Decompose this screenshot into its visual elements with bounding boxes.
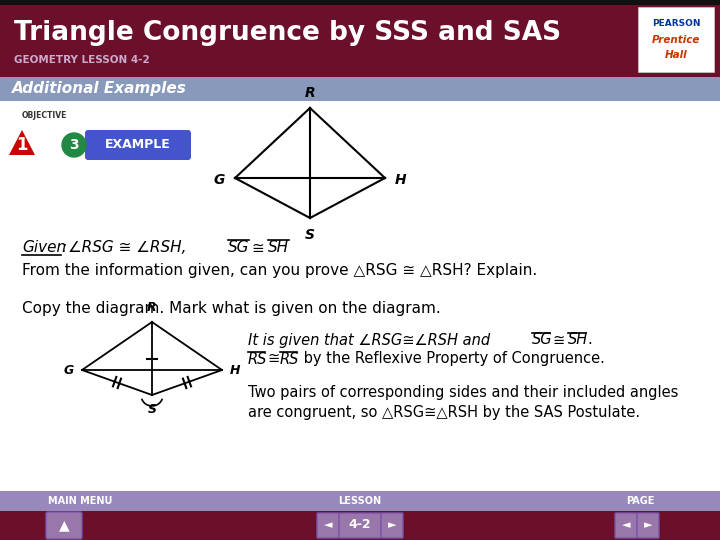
Text: From the information given, can you prove △RSG ≅ △RSH? Explain.: From the information given, can you prov… <box>22 262 537 278</box>
FancyBboxPatch shape <box>381 513 403 538</box>
Text: PEARSON: PEARSON <box>652 19 701 29</box>
Text: EXAMPLE: EXAMPLE <box>105 138 171 152</box>
Text: 4-2: 4-2 <box>348 518 372 531</box>
Text: G: G <box>214 173 225 187</box>
FancyBboxPatch shape <box>317 513 339 538</box>
Text: ≅: ≅ <box>267 352 279 367</box>
Text: SG: SG <box>532 333 553 348</box>
Text: are congruent, so △RSG≅△RSH by the SAS Postulate.: are congruent, so △RSG≅△RSH by the SAS P… <box>248 404 640 420</box>
FancyBboxPatch shape <box>0 491 720 511</box>
Text: S: S <box>305 228 315 242</box>
Text: Given: Given <box>22 240 66 255</box>
Text: SG: SG <box>228 240 250 255</box>
Text: S: S <box>148 403 156 416</box>
Text: :: : <box>61 240 66 255</box>
Text: 3: 3 <box>69 138 78 152</box>
Text: ◄: ◄ <box>324 520 332 530</box>
Text: H: H <box>395 173 407 187</box>
Text: Copy the diagram. Mark what is given on the diagram.: Copy the diagram. Mark what is given on … <box>22 300 441 315</box>
Text: ≅: ≅ <box>552 333 564 348</box>
Text: SH: SH <box>268 240 289 255</box>
Text: SH: SH <box>568 333 588 348</box>
Text: It is given that ∠RSG≅∠RSH and: It is given that ∠RSG≅∠RSH and <box>248 333 495 348</box>
FancyBboxPatch shape <box>0 101 720 491</box>
FancyBboxPatch shape <box>0 0 720 5</box>
FancyBboxPatch shape <box>638 7 714 72</box>
FancyBboxPatch shape <box>0 5 720 77</box>
Text: ◄: ◄ <box>622 520 630 530</box>
Text: Hall: Hall <box>665 50 688 60</box>
FancyBboxPatch shape <box>85 130 191 160</box>
FancyBboxPatch shape <box>339 513 381 538</box>
Text: ►: ► <box>388 520 396 530</box>
FancyBboxPatch shape <box>0 511 720 540</box>
Text: H: H <box>230 363 240 376</box>
Text: GEOMETRY LESSON 4-2: GEOMETRY LESSON 4-2 <box>14 55 150 65</box>
FancyBboxPatch shape <box>0 77 720 101</box>
Text: by the Reflexive Property of Congruence.: by the Reflexive Property of Congruence. <box>299 352 605 367</box>
FancyBboxPatch shape <box>615 513 637 538</box>
Text: Prentice: Prentice <box>652 35 700 45</box>
Text: RS: RS <box>280 352 300 367</box>
Text: OBJECTIVE: OBJECTIVE <box>22 111 68 120</box>
Text: Additional Examples: Additional Examples <box>12 82 187 97</box>
Text: R: R <box>305 86 315 100</box>
Text: LESSON: LESSON <box>338 496 382 506</box>
Text: RS: RS <box>248 352 267 367</box>
Circle shape <box>62 133 86 157</box>
Text: ≅: ≅ <box>251 240 264 255</box>
Text: Triangle Congruence by SSS and SAS: Triangle Congruence by SSS and SAS <box>14 20 561 46</box>
Text: ►: ► <box>644 520 652 530</box>
Text: PAGE: PAGE <box>626 496 654 506</box>
FancyBboxPatch shape <box>46 512 82 539</box>
Text: ∠RSG ≅ ∠RSH,: ∠RSG ≅ ∠RSH, <box>68 240 197 255</box>
FancyBboxPatch shape <box>637 513 659 538</box>
Text: 1: 1 <box>17 136 28 154</box>
Text: G: G <box>64 363 74 376</box>
Text: .: . <box>587 333 592 348</box>
Text: ▲: ▲ <box>59 518 69 532</box>
Text: R: R <box>147 301 157 314</box>
Text: MAIN MENU: MAIN MENU <box>48 496 112 506</box>
Text: Two pairs of corresponding sides and their included angles: Two pairs of corresponding sides and the… <box>248 386 678 401</box>
Polygon shape <box>9 130 35 155</box>
